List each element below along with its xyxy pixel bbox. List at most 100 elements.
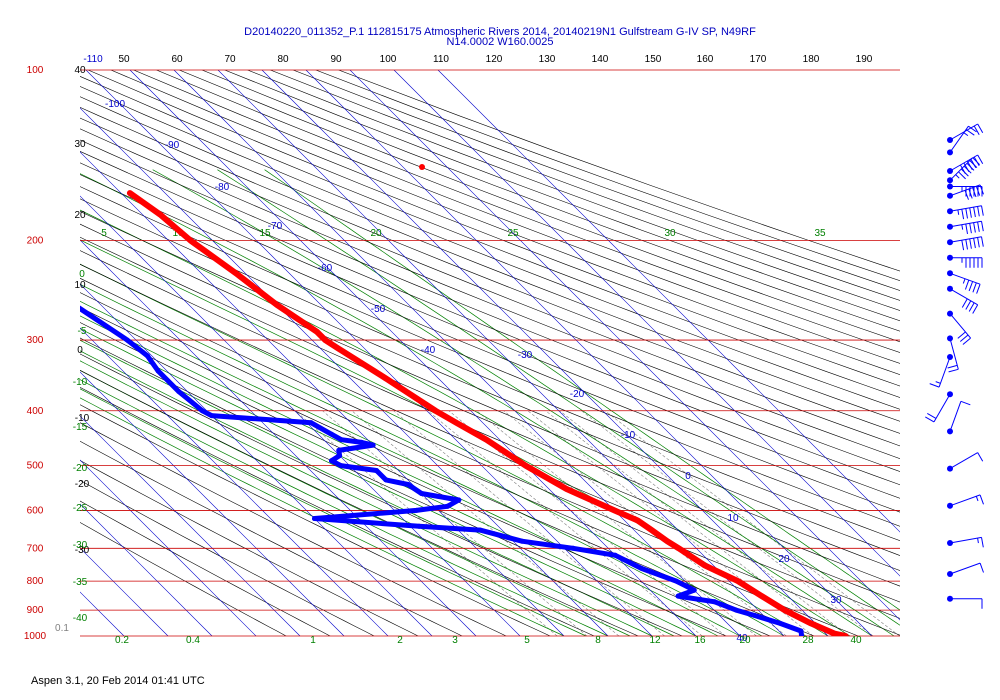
- top-tick-label: 80: [277, 54, 289, 65]
- wind-barb-staff: [949, 157, 973, 181]
- dewpoint-point: [416, 523, 422, 529]
- dry-adiabat: [80, 186, 900, 527]
- moist-adiabat-label: 15: [259, 228, 271, 239]
- pressure-label-500: 500: [27, 461, 44, 472]
- isotherm-line: [305, 70, 873, 636]
- mixing-ratio-label: 3: [452, 635, 458, 646]
- wind-barb-flag: [968, 302, 975, 312]
- dewpoint-point: [419, 491, 424, 496]
- dewpoint-point: [336, 447, 342, 453]
- wind-barb-staff: [949, 562, 981, 575]
- moist-adiabat-left-label: 0: [79, 269, 85, 280]
- top-tick-label: 140: [592, 54, 609, 65]
- dry-adiabat: [80, 151, 900, 486]
- isotherm-label: -60: [318, 263, 333, 274]
- wind-barb: [947, 236, 984, 251]
- mixing-ratio-label: 0.1: [55, 623, 69, 634]
- wind-barb-flag: [977, 154, 984, 164]
- wind-barb-half-flag: [977, 538, 979, 544]
- wind-barb-flag: [972, 282, 977, 293]
- dewpoint-point: [405, 482, 411, 487]
- wind-barb-staff: [938, 356, 951, 388]
- isotherm-line: [80, 503, 213, 636]
- temperature-point: [419, 164, 425, 170]
- dewpoint-point: [612, 552, 618, 558]
- wind-barb: [947, 270, 981, 294]
- wind-barb-flag: [969, 160, 978, 168]
- dry-adiabat: [80, 277, 900, 636]
- wind-barb: [947, 335, 959, 373]
- dry-adiabat: [247, 70, 900, 311]
- isotherm-line: [80, 239, 477, 636]
- dry-adiabat: [80, 198, 900, 542]
- dry-adiabat: [110, 70, 900, 375]
- pressure-label-800: 800: [27, 576, 44, 587]
- wind-barb-flag: [981, 221, 984, 232]
- moist-adiabat: [80, 283, 785, 636]
- dewpoint-point: [359, 439, 365, 445]
- dry-adiabat: [80, 106, 900, 434]
- wind-barb-flag: [963, 165, 972, 174]
- dry-adiabat: [80, 479, 375, 636]
- moist-adiabat: [264, 169, 900, 611]
- dry-adiabat: [179, 70, 900, 343]
- isotherm-label: 20: [778, 554, 790, 565]
- isotherm-line: [85, 70, 653, 636]
- dewpoint-point: [675, 593, 681, 599]
- wind-barb-half-flag: [957, 209, 960, 215]
- wind-barb-flag: [969, 223, 972, 234]
- dewpoint-point: [370, 442, 376, 448]
- mixing-ratio-label: 2: [397, 635, 403, 646]
- dewpoint-point: [570, 545, 576, 551]
- axis-labels: 1002003004005006007008009001000-100-90-8…: [24, 54, 873, 646]
- wind-barb-flag: [929, 383, 940, 388]
- isotherm-line: [261, 70, 829, 636]
- moist-adiabat: [152, 169, 895, 636]
- moist-adiabat-left-label: -30: [73, 540, 88, 551]
- isotherm-label: -100: [105, 99, 125, 110]
- wind-barb-staff: [933, 393, 951, 423]
- isotherm-line: [437, 70, 900, 533]
- dry-adiabat: [338, 70, 900, 272]
- wind-barb-flag: [972, 187, 977, 198]
- dry-adiabat: [80, 174, 900, 513]
- wind-barb-flag: [979, 562, 984, 573]
- wind-barb-staff: [949, 272, 981, 285]
- dewpoint-point: [691, 587, 697, 593]
- moist-adiabat-left-label: -5: [78, 326, 87, 337]
- dry-adiabat: [80, 337, 727, 636]
- moist-adiabat-left-label: -25: [73, 503, 88, 514]
- top-tick-label: 150: [645, 54, 662, 65]
- wind-barb-flag: [961, 209, 965, 220]
- wind-barb: [947, 123, 984, 143]
- wind-barb-flag: [981, 236, 984, 247]
- isotherm-line: [80, 107, 609, 636]
- wind-barb: [947, 154, 984, 174]
- dry-adiabat: [80, 211, 900, 556]
- moist-adiabat: [80, 379, 609, 636]
- pressure-label-200: 200: [27, 235, 44, 246]
- wind-barb: [947, 310, 971, 345]
- isotherm-line: [80, 459, 257, 636]
- wind-barb-flag: [973, 238, 976, 249]
- wind-barb-flag: [965, 129, 975, 136]
- moist-adiabat: [80, 328, 719, 636]
- dewpoint-point: [383, 477, 389, 483]
- wind-barb-flag: [973, 222, 976, 233]
- dry-adiabat: [80, 139, 900, 472]
- dry-adiabat: [80, 96, 900, 422]
- mixing-ratio-label: 12: [649, 635, 661, 646]
- dewpoint-point: [374, 468, 379, 473]
- dry-adiabat: [80, 353, 683, 636]
- isotherm-line: [80, 195, 521, 636]
- isotherm-label: 10: [727, 513, 739, 524]
- dewpoint-point: [445, 503, 450, 509]
- isotherm-label: -70: [268, 221, 283, 232]
- wind-barb: [947, 400, 971, 435]
- dry-adiabat-label: -10: [75, 413, 90, 424]
- wind-barb-staff: [949, 125, 969, 153]
- dry-adiabat: [80, 440, 463, 636]
- wind-barbs: [925, 123, 984, 609]
- top-tick-label: 50: [118, 54, 130, 65]
- moist-adiabat-left-label: -40: [73, 613, 88, 624]
